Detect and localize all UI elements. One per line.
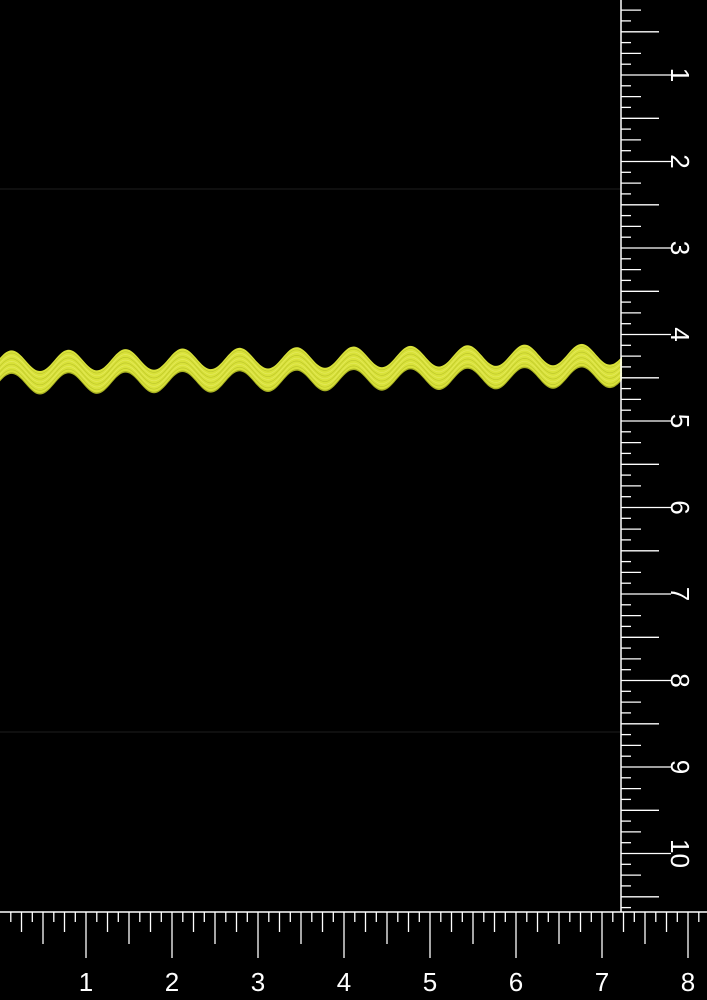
vertical-ruler-label: 1 bbox=[665, 68, 695, 82]
horizontal-ruler-label: 5 bbox=[423, 967, 437, 997]
horizontal-ruler-label: 8 bbox=[681, 967, 695, 997]
vertical-ruler-label: 9 bbox=[665, 760, 695, 774]
vertical-ruler-label: 3 bbox=[665, 241, 695, 255]
vertical-ruler-label: 7 bbox=[665, 587, 695, 601]
vertical-ruler-label: 8 bbox=[665, 673, 695, 687]
trim-weave-line bbox=[0, 354, 623, 383]
vertical-ruler-label: 5 bbox=[665, 414, 695, 428]
vertical-ruler-label: 6 bbox=[665, 500, 695, 514]
horizontal-ruler-label: 6 bbox=[509, 967, 523, 997]
trim-weave-line bbox=[0, 346, 623, 374]
trim-weave-line bbox=[0, 360, 623, 388]
horizontal-ruler-label: 1 bbox=[79, 967, 93, 997]
trim-weave-line bbox=[0, 351, 623, 380]
horizontal-ruler: 1 2 3 4 5 6 7 8 bbox=[0, 911, 707, 997]
vertical-ruler-label: 10 bbox=[665, 839, 695, 868]
trim-weave-line bbox=[0, 362, 623, 391]
vertical-ruler-label: 2 bbox=[665, 154, 695, 168]
ric-rac-trim bbox=[0, 343, 623, 395]
horizontal-ruler-label: 2 bbox=[165, 967, 179, 997]
vertical-ruler: 1 2 3 4 5 6 7 8 9 10 bbox=[620, 0, 695, 912]
horizontal-ruler-label: 3 bbox=[251, 967, 265, 997]
horizontal-ruler-label: 4 bbox=[337, 967, 351, 997]
vertical-ruler-label: 4 bbox=[665, 327, 695, 341]
trim-weave-line bbox=[0, 348, 623, 377]
horizontal-ruler-label: 7 bbox=[595, 967, 609, 997]
trim-weave-line bbox=[0, 357, 623, 386]
